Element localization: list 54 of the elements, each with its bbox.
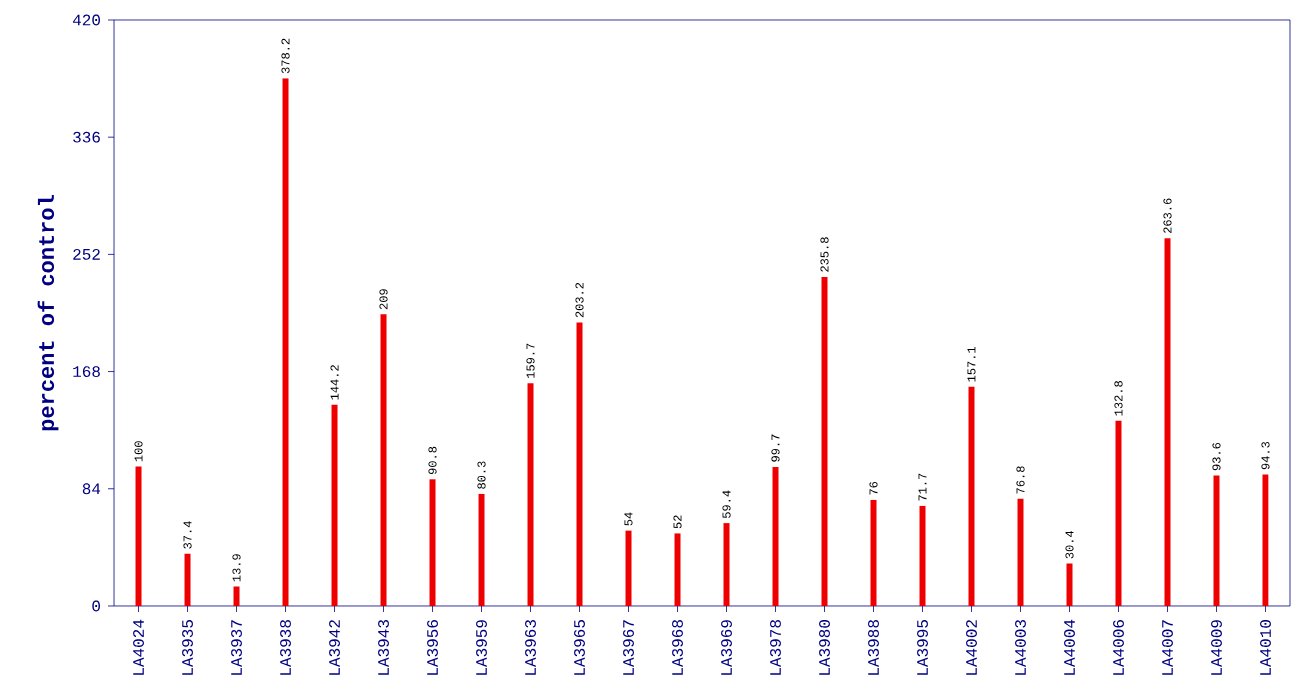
y-tick-label: 0: [92, 600, 100, 612]
x-tick-label: LA3969: [721, 620, 732, 675]
x-tick-label: LA3943: [378, 620, 389, 675]
bar: [380, 314, 387, 606]
x-tick-label: LA3978: [770, 620, 781, 675]
y-tick-label: 336: [73, 131, 100, 143]
bar: [184, 553, 191, 606]
bar: [1262, 474, 1269, 606]
x-tick-label: LA4007: [1162, 620, 1173, 675]
x-tick-label: LA4004: [1064, 619, 1075, 675]
y-tick-label: 420: [72, 14, 100, 26]
x-tick-label: LA3967: [623, 620, 634, 675]
x-tick-label: LA4009: [1211, 620, 1222, 675]
y-tick-label: 252: [73, 248, 100, 260]
x-tick-label: LA3942: [329, 620, 340, 675]
bar: [1213, 475, 1220, 606]
bar: [625, 530, 632, 606]
bar: [282, 78, 289, 606]
bar: [723, 523, 730, 606]
bar: [870, 499, 877, 606]
x-tick-label: LA3995: [917, 620, 928, 675]
bar: [772, 466, 779, 606]
bar: [1066, 563, 1073, 606]
x-tick-label: LA3937: [231, 620, 242, 675]
bar: [331, 404, 338, 606]
x-tick-label: LA4010: [1260, 620, 1271, 675]
x-tick-label: LA3963: [525, 620, 536, 675]
x-tick-label: LA3938: [280, 620, 291, 675]
bar: [135, 466, 142, 606]
x-tick-label: LA3965: [574, 620, 585, 675]
x-tick-label: LA4003: [1015, 620, 1026, 675]
bar: [576, 322, 583, 606]
bar: [527, 383, 534, 606]
bar: [821, 276, 828, 606]
x-tick-label: LA3956: [427, 620, 438, 675]
x-tick-label: LA4024: [133, 619, 144, 675]
x-tick-label: LA3959: [476, 620, 487, 675]
y-axis-title: percent of control: [37, 195, 59, 431]
x-tick-label: LA4006: [1113, 620, 1124, 675]
x-tick-label: LA3980: [819, 620, 830, 675]
y-tick-label: 84: [82, 483, 101, 495]
x-tick-label: LA3988: [868, 620, 879, 675]
y-tick-label: 168: [73, 366, 100, 378]
bar: [968, 386, 975, 606]
bar: [1115, 420, 1122, 606]
bar: [1164, 238, 1171, 606]
x-tick-label: LA3935: [182, 620, 193, 675]
bar: [478, 493, 485, 606]
x-tick-label: LA4002: [966, 620, 977, 675]
bar: [429, 479, 436, 606]
x-tick-label: LA3968: [672, 620, 683, 675]
bar: [919, 505, 926, 606]
bar: [233, 586, 240, 606]
bar: [674, 533, 681, 606]
